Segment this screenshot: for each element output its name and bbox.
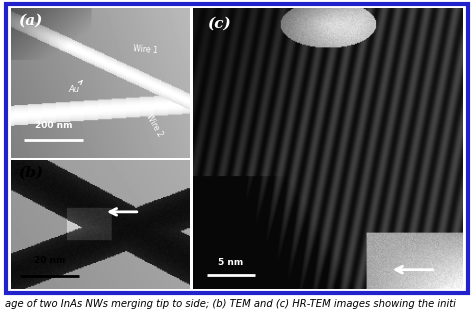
Text: (c): (c) (207, 16, 230, 30)
Text: Au: Au (68, 80, 82, 94)
Text: (a): (a) (18, 14, 43, 28)
Text: (b): (b) (18, 165, 44, 179)
Text: Wire 2: Wire 2 (144, 112, 164, 138)
Text: 20 nm: 20 nm (34, 256, 65, 265)
Text: Wire 1: Wire 1 (132, 44, 158, 56)
Text: 5 nm: 5 nm (219, 258, 244, 267)
Text: 200 nm: 200 nm (35, 121, 72, 130)
Text: age of two InAs NWs merging tip to side; (b) TEM and (c) HR-TEM images showing t: age of two InAs NWs merging tip to side;… (5, 299, 456, 309)
